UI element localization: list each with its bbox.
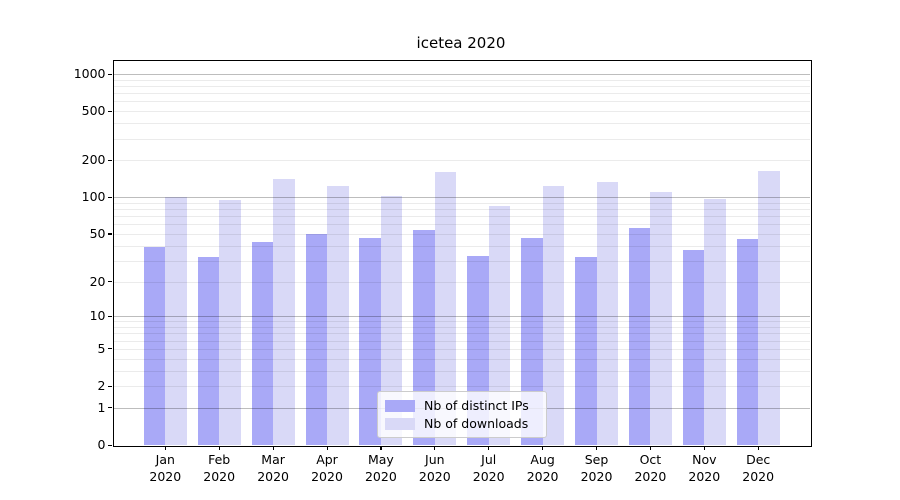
x-tick-year: 2020 bbox=[203, 469, 236, 484]
legend-label-distinct-ips: Nb of distinct IPs bbox=[424, 398, 529, 413]
y-tick-label-100: 100 bbox=[81, 189, 106, 205]
x-tick-month: Apr bbox=[316, 452, 338, 467]
y-tick-mark-10 bbox=[108, 315, 112, 317]
y-tick-mark-0 bbox=[108, 444, 112, 446]
x-tick-month: Aug bbox=[530, 452, 555, 467]
x-tick-label-jun: Jun 2020 bbox=[407, 451, 463, 485]
y-tick-label-50: 50 bbox=[89, 225, 106, 241]
chart-title: icetea 2020 bbox=[416, 34, 506, 52]
x-tick-year: 2020 bbox=[526, 469, 559, 484]
y-tick-label-0: 0 bbox=[97, 437, 106, 452]
y-tick-label-20: 20 bbox=[89, 273, 106, 289]
y-tick-mark-1 bbox=[108, 407, 112, 409]
x-tick-label-aug: Aug 2020 bbox=[515, 451, 571, 485]
legend-label-downloads: Nb of downloads bbox=[424, 416, 529, 431]
y-tick-mark-2 bbox=[108, 385, 112, 387]
legend-item-downloads: Nb of downloads bbox=[385, 415, 540, 432]
x-tick-label-jul: Jul 2020 bbox=[461, 451, 517, 485]
x-tick-year: 2020 bbox=[364, 469, 397, 484]
y-tick-mark-5 bbox=[108, 348, 112, 350]
y-tick-mark-50 bbox=[108, 233, 112, 235]
y-tick-mark-500 bbox=[108, 110, 112, 112]
x-tick-year: 2020 bbox=[311, 469, 343, 484]
y-tick-mark-20 bbox=[108, 281, 112, 283]
x-tick-month: Jul bbox=[481, 452, 497, 467]
x-tick-month: Mar bbox=[261, 452, 285, 467]
y-tick-label-200: 200 bbox=[81, 152, 106, 168]
legend-item-distinct-ips: Nb of distinct IPs bbox=[385, 397, 540, 414]
plot-border bbox=[112, 60, 812, 447]
y-tick-label-10: 10 bbox=[89, 308, 106, 324]
x-tick-month: Feb bbox=[208, 452, 231, 467]
x-tick-year: 2020 bbox=[149, 469, 182, 484]
x-tick-label-may: May 2020 bbox=[353, 451, 409, 485]
y-tick-mark-100 bbox=[108, 196, 112, 198]
x-tick-month: Oct bbox=[639, 452, 662, 467]
y-tick-label-2: 2 bbox=[97, 378, 106, 394]
x-tick-year: 2020 bbox=[257, 469, 289, 484]
legend: Nb of distinct IPs Nb of downloads bbox=[377, 391, 547, 438]
x-tick-label-jan: Jan 2020 bbox=[137, 451, 193, 485]
x-tick-label-oct: Oct 2020 bbox=[622, 451, 678, 485]
x-tick-year: 2020 bbox=[742, 469, 775, 484]
x-tick-year: 2020 bbox=[634, 469, 667, 484]
x-tick-label-feb: Feb 2020 bbox=[191, 451, 247, 485]
x-tick-month: Jun bbox=[425, 452, 445, 467]
x-tick-label-sep: Sep 2020 bbox=[569, 451, 625, 485]
y-tick-mark-1000 bbox=[108, 73, 112, 75]
x-tick-label-mar: Mar 2020 bbox=[245, 451, 301, 485]
x-tick-year: 2020 bbox=[580, 469, 613, 484]
x-tick-year: 2020 bbox=[688, 469, 721, 484]
x-tick-label-dec: Dec 2020 bbox=[730, 451, 786, 485]
x-tick-year: 2020 bbox=[472, 469, 505, 484]
x-tick-month: Jan bbox=[155, 452, 175, 467]
y-tick-label-1000: 1000 bbox=[73, 66, 106, 82]
x-tick-month: Dec bbox=[746, 452, 771, 467]
x-tick-year: 2020 bbox=[418, 469, 451, 484]
y-tick-label-1: 1 bbox=[97, 399, 106, 415]
x-tick-month: May bbox=[367, 452, 394, 467]
y-tick-label-5: 5 bbox=[97, 340, 106, 356]
y-tick-mark-200 bbox=[108, 159, 112, 161]
legend-swatch-downloads bbox=[385, 417, 415, 430]
legend-swatch-distinct-ips bbox=[385, 399, 415, 412]
x-tick-month: Sep bbox=[584, 452, 609, 467]
y-tick-label-500: 500 bbox=[81, 103, 106, 119]
x-tick-label-nov: Nov 2020 bbox=[676, 451, 732, 485]
x-tick-label-apr: Apr 2020 bbox=[299, 451, 355, 485]
x-tick-month: Nov bbox=[692, 452, 717, 467]
